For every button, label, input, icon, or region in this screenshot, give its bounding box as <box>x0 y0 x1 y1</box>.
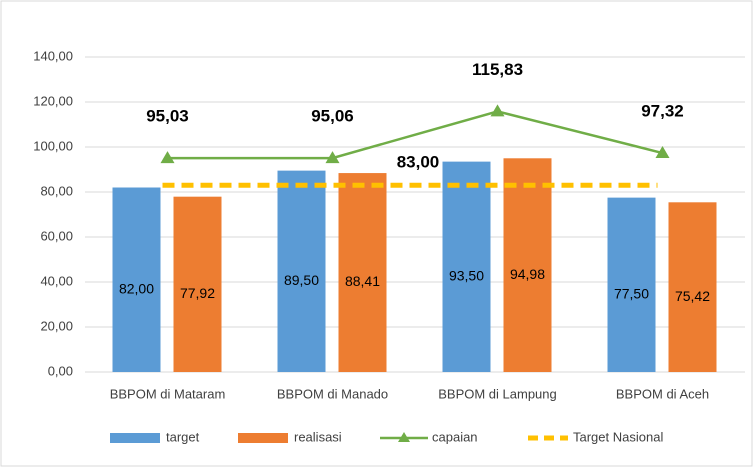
y-tick-label: 80,00 <box>40 183 73 198</box>
bar-value-label: 77,50 <box>614 286 649 302</box>
bar-value-label: 89,50 <box>284 272 319 288</box>
line-marker <box>160 151 175 164</box>
line-marker <box>655 146 670 159</box>
bar-value-label: 82,00 <box>119 280 154 296</box>
bar <box>173 196 222 372</box>
bar <box>112 187 161 372</box>
legend-label: realisasi <box>294 429 342 444</box>
y-tick-label: 0,00 <box>48 363 73 378</box>
reference-line-label: 83,00 <box>397 153 440 172</box>
line-value-label: 95,06 <box>311 107 354 126</box>
line-marker <box>490 104 505 117</box>
x-tick-label: BBPOM di Lampung <box>438 386 557 401</box>
legend-swatch <box>110 433 160 443</box>
y-tick-label: 100,00 <box>33 138 73 153</box>
y-tick-label: 40,00 <box>40 273 73 288</box>
y-tick-label: 140,00 <box>33 48 73 63</box>
line-value-label: 95,03 <box>146 107 189 126</box>
legend-swatch <box>238 433 288 443</box>
bar-value-label: 88,41 <box>345 273 380 289</box>
x-tick-label: BBPOM di Aceh <box>616 386 709 401</box>
bar <box>668 202 717 372</box>
bar-value-label: 75,42 <box>675 288 710 304</box>
x-tick-label: BBPOM di Mataram <box>110 386 226 401</box>
bar <box>607 197 656 372</box>
line-value-label: 115,83 <box>472 60 523 79</box>
bar-value-label: 93,50 <box>449 268 484 284</box>
bar <box>277 170 326 372</box>
bar <box>442 161 491 372</box>
y-tick-label: 20,00 <box>40 318 73 333</box>
line-marker <box>325 151 340 164</box>
bar <box>503 158 552 372</box>
y-tick-label: 120,00 <box>33 93 73 108</box>
y-tick-label: 60,00 <box>40 228 73 243</box>
line <box>167 110 663 160</box>
line-value-label: 97,32 <box>641 102 684 121</box>
legend-label: target <box>166 429 200 444</box>
bar-value-label: 94,98 <box>510 266 545 282</box>
bar-value-label: 77,92 <box>180 285 215 301</box>
x-tick-label: BBPOM di Manado <box>277 386 388 401</box>
legend-label: Target Nasional <box>573 429 663 444</box>
legend-marker <box>398 432 410 442</box>
bar <box>338 173 387 372</box>
legend-label: capaian <box>432 429 478 444</box>
